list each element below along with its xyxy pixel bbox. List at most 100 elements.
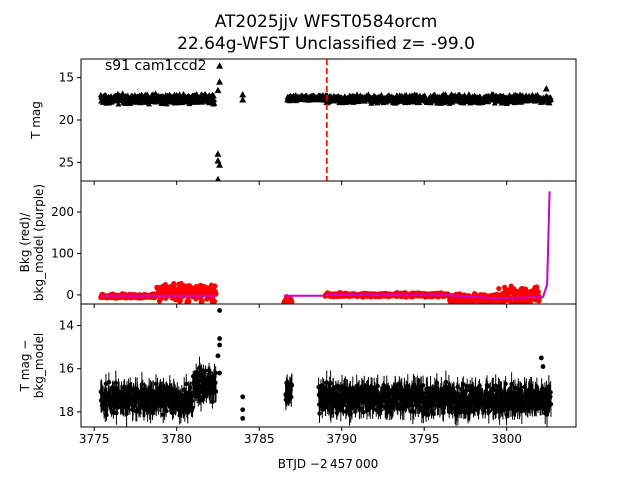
data-point <box>216 161 224 168</box>
data-point <box>203 368 208 373</box>
panel-tmag-minus-bkg: 14 16 18 T mag −bkg_model <box>18 303 577 431</box>
data-point <box>317 411 322 416</box>
y-tick-label: 200 <box>51 205 74 219</box>
data-point <box>349 406 355 411</box>
y-axis-label-line: bkg_model <box>32 333 46 399</box>
data-point <box>210 92 217 99</box>
data-point <box>426 412 431 417</box>
data-point <box>335 383 341 389</box>
data-point <box>217 336 223 341</box>
panel-annotation: s91 cam1ccd2 <box>105 58 207 74</box>
data-point <box>289 383 295 388</box>
data-point <box>328 380 333 386</box>
data-point <box>422 94 429 100</box>
data-point <box>164 408 169 414</box>
data-point <box>216 78 224 85</box>
y-axis-label-line: bkg_model (purple) <box>32 184 46 301</box>
data-point <box>240 415 246 421</box>
data-point <box>239 96 247 103</box>
data-point <box>460 99 467 106</box>
x-axis-label: BTJD −2 457 000 <box>278 457 378 471</box>
bkg-point <box>534 284 540 290</box>
y-axis-label: T mag −bkg_model <box>18 333 46 399</box>
data-point <box>214 150 222 157</box>
data-point <box>540 364 546 369</box>
data-point <box>217 342 223 348</box>
data-point <box>163 100 170 107</box>
data-point <box>421 412 426 417</box>
y-tick-label: 25 <box>59 155 74 169</box>
y-tick-label: 15 <box>59 71 74 85</box>
plot-area <box>98 191 551 304</box>
data-point <box>375 383 380 389</box>
data-point <box>217 308 223 313</box>
data-point <box>486 409 492 415</box>
data-point <box>427 99 434 106</box>
bkg-model-curve <box>325 191 551 300</box>
panel-background: 0 100 200 Bkg (red)/bkg_model (purple) <box>18 180 577 308</box>
chart-title-line2: 22.64g-WFST Unclassified z= -99.0 <box>177 34 475 54</box>
plot-area <box>98 308 554 427</box>
x-tick-label: 3790 <box>326 432 357 446</box>
data-point <box>139 382 145 387</box>
data-point <box>485 384 490 389</box>
data-point <box>491 387 496 392</box>
data-point <box>361 410 366 415</box>
data-point <box>119 90 126 96</box>
data-point <box>503 381 508 387</box>
data-point <box>461 382 466 387</box>
chart-title-line1: AT2025jjv WFST0584orcm <box>215 12 438 32</box>
bkg-point <box>186 299 192 304</box>
data-point <box>411 409 416 414</box>
bkg-point <box>535 289 541 295</box>
data-point <box>431 91 438 98</box>
panel-frame <box>80 58 577 182</box>
data-point <box>214 86 222 94</box>
panel-tmag: 15 20 25 T mag <box>29 58 577 185</box>
data-point <box>548 402 554 407</box>
data-point <box>217 370 223 376</box>
y-axis-label-line: T mag <box>29 101 43 140</box>
data-point <box>216 62 224 69</box>
data-point <box>546 99 553 106</box>
panel-frame <box>80 303 577 428</box>
data-point <box>215 353 221 359</box>
data-point <box>184 381 189 387</box>
data-point <box>502 391 508 396</box>
data-point <box>443 379 449 385</box>
y-axis-label-line: T mag − <box>18 340 32 393</box>
data-point <box>213 389 219 394</box>
data-point <box>114 410 119 416</box>
data-point <box>547 94 554 100</box>
data-point <box>190 405 195 410</box>
data-point <box>106 380 112 385</box>
bkg-point <box>177 297 183 304</box>
x-tick-label: 3800 <box>491 432 522 446</box>
x-tick-label: 3780 <box>161 432 192 446</box>
data-point <box>104 412 109 418</box>
y-tick-label: 100 <box>51 246 74 260</box>
data-point <box>210 399 215 404</box>
data-point <box>457 409 463 415</box>
bkg-point <box>211 298 218 304</box>
data-point <box>240 394 246 400</box>
data-point <box>239 91 247 98</box>
data-point <box>450 406 455 411</box>
data-point <box>215 175 221 181</box>
data-point <box>214 157 222 164</box>
plot-area <box>97 62 554 181</box>
y-axis-label: Bkg (red)/bkg_model (purple) <box>18 184 46 301</box>
data-point <box>115 101 122 107</box>
bkg-point <box>527 300 533 304</box>
data-point <box>211 96 218 103</box>
data-point <box>464 383 470 389</box>
bkg-point <box>496 285 502 292</box>
data-point <box>170 410 175 416</box>
data-point <box>465 91 472 97</box>
x-tick-labels: 3775 3780 3785 3790 3795 3800 <box>79 432 522 446</box>
bkg-point <box>212 283 218 289</box>
data-point <box>547 96 554 103</box>
y-tick-label: 14 <box>59 319 74 333</box>
data-point <box>289 395 294 400</box>
data-point <box>213 380 218 385</box>
